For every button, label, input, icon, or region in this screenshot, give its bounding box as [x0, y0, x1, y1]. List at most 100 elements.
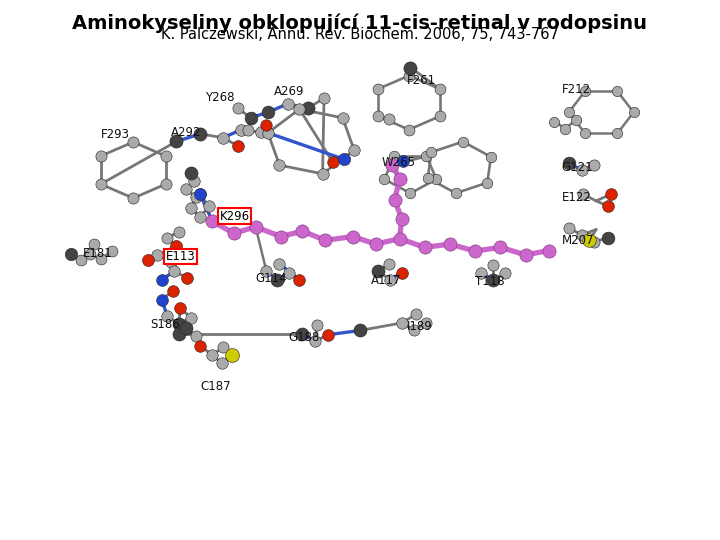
Point — [189, 177, 200, 185]
Point — [576, 231, 588, 239]
Point — [161, 233, 173, 242]
Point — [403, 125, 415, 134]
Point — [348, 146, 360, 154]
Point — [194, 130, 206, 138]
Text: F261: F261 — [407, 75, 436, 87]
Point — [127, 194, 139, 202]
Point — [500, 268, 511, 277]
Point — [563, 224, 575, 232]
Point — [217, 342, 229, 351]
Point — [588, 238, 600, 246]
Text: G114: G114 — [256, 272, 287, 285]
Point — [389, 195, 400, 204]
Point — [166, 258, 177, 266]
Point — [389, 152, 400, 160]
Point — [318, 94, 330, 103]
Point — [297, 329, 308, 338]
Point — [207, 217, 218, 226]
Point — [520, 251, 531, 259]
Point — [603, 202, 614, 211]
Text: K. Palczewski, Annu. Rev. Biochem. 2006, 75, 743-767: K. Palczewski, Annu. Rev. Biochem. 2006,… — [161, 27, 559, 42]
Point — [274, 161, 285, 170]
Point — [271, 275, 283, 284]
Point — [396, 268, 408, 277]
Point — [347, 232, 359, 241]
Point — [181, 274, 193, 282]
Point — [408, 326, 420, 335]
Point — [151, 251, 163, 259]
Point — [469, 247, 481, 255]
Point — [397, 157, 409, 165]
Point — [337, 113, 348, 122]
Point — [372, 112, 384, 120]
Point — [173, 320, 184, 328]
Point — [434, 112, 446, 120]
Point — [372, 267, 384, 275]
Point — [420, 152, 432, 160]
Point — [570, 116, 582, 124]
Point — [431, 175, 442, 184]
Point — [559, 124, 571, 133]
Point — [174, 303, 186, 312]
Point — [422, 174, 433, 183]
Text: C187: C187 — [200, 380, 231, 393]
Point — [261, 121, 272, 130]
Point — [178, 249, 189, 258]
Point — [245, 113, 256, 122]
Point — [310, 337, 321, 346]
Point — [185, 168, 197, 177]
Point — [612, 129, 624, 138]
Point — [482, 178, 493, 187]
Text: W265: W265 — [382, 156, 415, 168]
Point — [543, 246, 554, 255]
Point — [563, 159, 575, 167]
Point — [487, 275, 499, 284]
Point — [297, 227, 308, 235]
Point — [383, 259, 395, 268]
Point — [583, 236, 595, 245]
Point — [194, 213, 206, 221]
Point — [95, 255, 107, 264]
Point — [217, 133, 229, 142]
Text: F293: F293 — [101, 129, 130, 141]
Point — [250, 222, 261, 231]
Point — [275, 232, 287, 241]
Point — [95, 180, 107, 188]
Point — [338, 155, 350, 164]
Point — [434, 85, 446, 93]
Point — [161, 312, 173, 320]
Point — [171, 137, 182, 146]
Point — [167, 286, 179, 295]
Point — [294, 105, 305, 113]
Point — [487, 260, 499, 269]
Point — [605, 190, 616, 199]
Text: E113: E113 — [166, 250, 195, 263]
Text: F212: F212 — [562, 83, 590, 96]
Point — [173, 329, 184, 338]
Point — [261, 267, 272, 275]
Text: Aminokyseliny obklopující 11-cis-retinal v rodopsinu: Aminokyseliny obklopující 11-cis-retinal… — [73, 14, 647, 33]
Point — [65, 249, 76, 258]
Point — [156, 295, 168, 304]
Text: A117: A117 — [371, 274, 401, 287]
Point — [317, 170, 328, 178]
Point — [194, 190, 206, 199]
Point — [185, 204, 197, 212]
Text: A292: A292 — [171, 126, 202, 139]
Point — [75, 256, 86, 265]
Point — [579, 87, 590, 96]
Text: I189: I189 — [407, 320, 433, 333]
Point — [88, 240, 99, 248]
Point — [394, 175, 405, 184]
Point — [576, 166, 588, 174]
Point — [320, 236, 331, 245]
Point — [216, 359, 228, 367]
Point — [274, 259, 285, 268]
Point — [311, 321, 323, 329]
Text: G188: G188 — [288, 331, 320, 344]
Point — [255, 128, 266, 137]
Text: E122: E122 — [562, 191, 591, 204]
Point — [160, 152, 171, 160]
Point — [142, 256, 153, 265]
Point — [302, 104, 314, 112]
